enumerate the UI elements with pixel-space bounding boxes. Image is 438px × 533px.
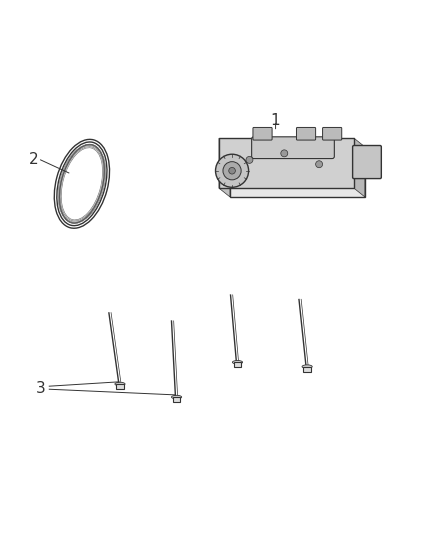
Circle shape xyxy=(215,154,249,187)
Ellipse shape xyxy=(302,365,312,368)
Circle shape xyxy=(223,161,241,180)
Polygon shape xyxy=(219,138,354,188)
Bar xyxy=(116,384,124,389)
Ellipse shape xyxy=(233,360,243,364)
Ellipse shape xyxy=(115,382,125,386)
FancyBboxPatch shape xyxy=(322,127,342,140)
FancyBboxPatch shape xyxy=(253,127,272,140)
Text: 1: 1 xyxy=(271,113,280,128)
Text: 3: 3 xyxy=(35,381,46,396)
Circle shape xyxy=(316,161,322,168)
FancyBboxPatch shape xyxy=(353,146,381,179)
Ellipse shape xyxy=(67,156,97,212)
Polygon shape xyxy=(230,147,365,197)
Polygon shape xyxy=(219,138,230,197)
Circle shape xyxy=(229,167,235,174)
Circle shape xyxy=(281,150,288,157)
Text: 2: 2 xyxy=(29,152,39,167)
Bar xyxy=(303,367,311,372)
Circle shape xyxy=(246,156,253,163)
FancyBboxPatch shape xyxy=(297,127,316,140)
Bar xyxy=(173,397,180,402)
Ellipse shape xyxy=(171,395,182,399)
Bar xyxy=(233,362,241,367)
FancyBboxPatch shape xyxy=(252,137,334,158)
Polygon shape xyxy=(354,138,365,197)
